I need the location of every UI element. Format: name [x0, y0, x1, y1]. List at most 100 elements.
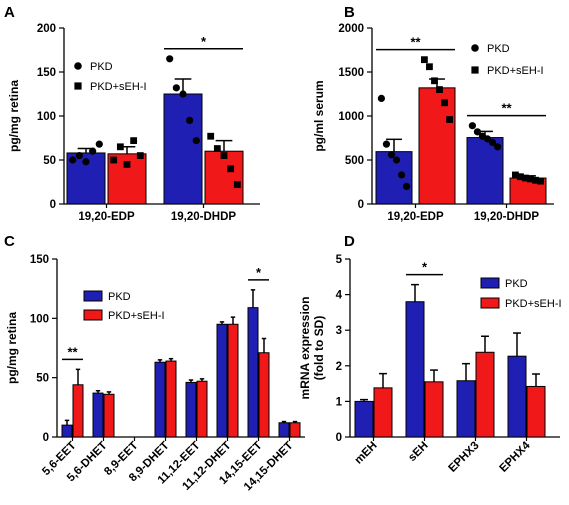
bar-pkd-seh-i: [165, 360, 177, 438]
legend-label: PKD: [90, 61, 113, 73]
bar-pkd: [216, 323, 228, 438]
data-point: [522, 174, 529, 182]
y-tick-label: 4: [336, 290, 343, 302]
data-point: [446, 116, 453, 123]
data-point: [483, 135, 492, 143]
bar-pkd: [185, 381, 197, 438]
data-point: [517, 173, 524, 181]
x-tick-label: 19,20-EDP: [78, 211, 135, 223]
bar-pkd-seh-i: [418, 87, 456, 205]
y-tick-label: 200: [37, 23, 56, 35]
y-tick-label: 1500: [338, 67, 364, 79]
bar-pkd-seh-i: [72, 384, 84, 438]
y-tick-label: 50: [36, 373, 49, 385]
legend-label: PKD+sEH-I: [505, 298, 562, 310]
legend-swatch: [83, 290, 103, 302]
data-point: [233, 181, 241, 189]
data-point: [488, 138, 497, 146]
y-axis-title: pg/mg retina: [7, 80, 21, 152]
data-point: [436, 86, 443, 93]
y-tick-label: 100: [30, 313, 49, 325]
data-point: [421, 56, 428, 64]
legend-label: PKD: [487, 43, 510, 55]
data-point: [532, 176, 539, 184]
y-tick-label: 0: [336, 432, 342, 444]
data-point: [130, 137, 138, 145]
legend-swatch: [480, 297, 500, 309]
data-point: [166, 55, 174, 63]
y-axis-title: pg/ml serum: [312, 80, 326, 151]
y-tick-label: 3: [336, 325, 342, 337]
bar-pkd-seh-i: [103, 393, 115, 438]
bar-pkd: [354, 400, 374, 438]
data-point: [382, 140, 391, 148]
significance-label: *: [201, 34, 207, 49]
legend-marker-circle: [74, 62, 82, 70]
data-point: [75, 152, 83, 160]
x-tick-label: EPHX4: [497, 439, 533, 475]
data-point: [431, 77, 438, 85]
x-tick-label: 19,20-DHDP: [474, 211, 540, 223]
y-tick-label: 150: [37, 67, 56, 79]
bar-pkd: [247, 307, 259, 438]
significance-label: **: [67, 344, 78, 359]
x-tick-label: mEH: [353, 440, 380, 467]
data-point: [82, 158, 90, 166]
bar-pkd: [456, 380, 476, 438]
bar-pkd-seh-i: [373, 387, 393, 438]
data-point: [441, 99, 448, 107]
legend-swatch: [83, 309, 103, 321]
panel-letter: B: [344, 4, 355, 21]
data-point: [69, 156, 77, 164]
legend-label: PKD+sEH-I: [487, 65, 544, 77]
y-tick-label: 1: [336, 396, 343, 408]
y-axis-title: pg/mg retina: [5, 312, 19, 384]
y-tick-label: 0: [358, 199, 364, 211]
x-tick-label: 19,20-EDP: [387, 211, 444, 223]
bar-pkd-seh-i: [204, 150, 244, 205]
data-point: [537, 177, 544, 185]
panel-a: A 0 50 100 150 200 pg/mg retina 19,20-EDP 19,20-…: [4, 4, 260, 223]
bar-pkd-seh-i: [475, 351, 495, 438]
significance-label: *: [422, 260, 428, 275]
bar-pkd-seh-i: [258, 352, 270, 438]
data-point: [387, 151, 396, 159]
data-point: [186, 116, 194, 124]
legend-marker-square: [471, 66, 479, 74]
bar-pkd-seh-i: [526, 385, 546, 438]
legend-label: PKD: [108, 291, 131, 303]
bar-pkd-seh-i: [196, 380, 208, 438]
data-point: [426, 63, 433, 71]
bar-pkd: [154, 361, 166, 438]
y-tick-label: 1000: [338, 111, 364, 123]
data-point: [494, 143, 502, 151]
bar-pkd: [163, 93, 203, 205]
data-point: [220, 152, 228, 159]
panel-letter: A: [4, 4, 15, 21]
bar-pkd: [61, 424, 73, 438]
data-point: [227, 165, 235, 173]
panel-d: D 0 1 2 3 4 5 mRNA expression(fold to SD) mEH sEH…: [298, 233, 562, 475]
significance-label: *: [256, 265, 262, 280]
panel-letter: C: [4, 233, 15, 250]
data-point: [136, 152, 144, 159]
y-tick-label: 2000: [338, 23, 364, 35]
data-point: [123, 161, 131, 168]
x-tick-label: 19,20-DHDP: [171, 211, 237, 223]
data-point: [392, 156, 401, 164]
y-tick-label: 50: [43, 155, 56, 167]
data-point: [89, 147, 97, 155]
data-point: [468, 122, 476, 130]
data-point: [473, 128, 482, 136]
significance-label: **: [501, 101, 512, 116]
data-point: [403, 182, 411, 190]
legend-swatch: [480, 277, 500, 289]
y-tick-label: 100: [37, 111, 56, 123]
legend-label: PKD+sEH-I: [90, 81, 147, 93]
data-point: [207, 132, 215, 140]
y-tick-label: 0: [50, 199, 56, 211]
bar-pkd: [278, 422, 290, 438]
bar-pkd: [405, 301, 425, 438]
